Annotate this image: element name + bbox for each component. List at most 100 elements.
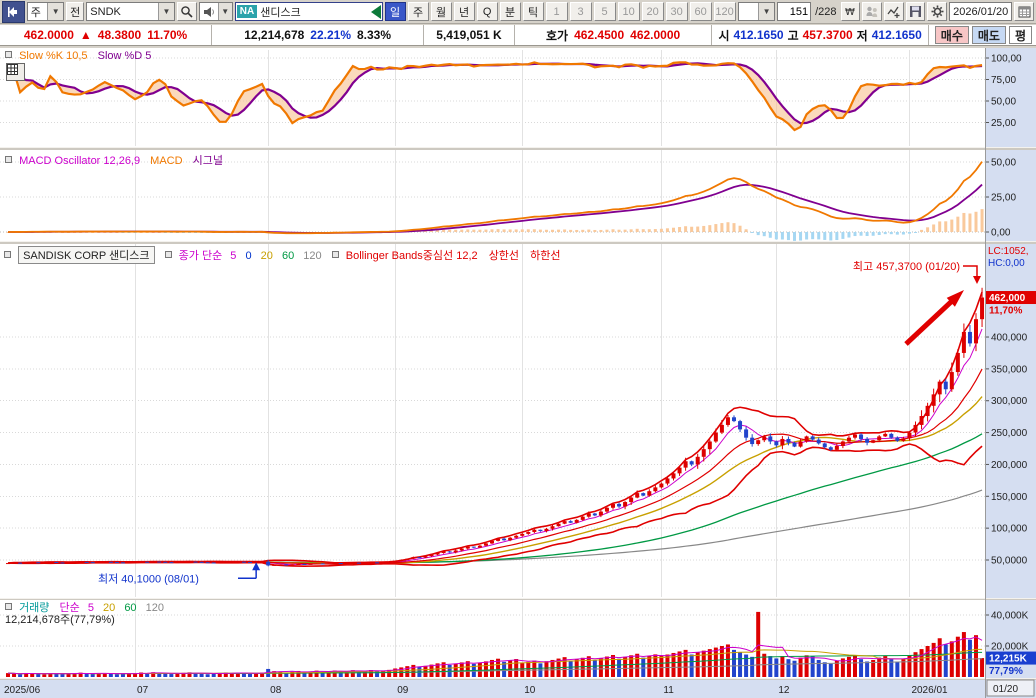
x-axis-month-label: 10 [524,685,536,696]
svg-text:100,000: 100,000 [991,524,1028,535]
period-tab-틱[interactable]: 틱 [522,2,544,21]
period-tab-Q[interactable]: Q [476,2,498,21]
hc-value: HC:0,00 [988,258,1025,269]
high-label: 고 [787,28,799,43]
calendar-icon [1018,6,1031,18]
svg-text:350,000: 350,000 [991,364,1028,375]
current-price-marker [986,291,1036,305]
date-field[interactable]: 2026/01/20 [949,2,1013,21]
save-icon [910,6,922,17]
symbol-value: SNDK [90,5,121,18]
interval-button-20[interactable]: 20 [641,2,664,21]
stock-name-expand-icon[interactable] [370,4,381,19]
ask-price: 462.4500 [574,28,625,42]
period-quick-value: 주 [30,6,41,19]
period-tab-월[interactable]: 월 [430,2,452,21]
period-tab-년[interactable]: 년 [453,2,475,21]
sell-button[interactable]: 매도 [971,26,1006,44]
svg-text:25,00: 25,00 [991,193,1016,204]
speaker-icon [203,6,214,17]
interval-button-3[interactable]: 3 [569,2,592,21]
price-change: 48.3800 [97,28,142,42]
svg-text:400,000: 400,000 [991,333,1028,344]
low-annotation: 최저 40,1000 (08/01) [98,572,199,585]
save-button[interactable] [905,2,926,21]
people-icon [866,6,878,17]
interval-button-60[interactable]: 60 [689,2,712,21]
stochastic-panel [7,61,983,132]
svg-text:250,000: 250,000 [991,428,1028,439]
open-label: 시 [718,28,730,43]
bar-total-label: /228 [815,5,837,18]
change-arrow-icon: ▲ [79,28,92,42]
chart-canvas[interactable]: 100,00 75,00 50,00 25,00 50,00 25,00 0,00 400,0… [0,48,1036,698]
avg-button[interactable]: 평 [1008,26,1033,44]
empty-combo[interactable]: ▼ [737,2,776,21]
period-tab-분[interactable]: 분 [499,2,521,21]
svg-text:77,79%: 77,79% [989,666,1023,677]
volume-value: 12,214,678 [244,28,305,42]
sound-combo[interactable]: ▼ [198,2,233,21]
interval-button-1[interactable]: 1 [545,2,568,21]
compare-stocks-button[interactable] [862,2,882,21]
svg-text:75,00: 75,00 [991,75,1016,86]
prev-stock-button[interactable]: 전 [66,2,85,21]
chevron-down-icon: ▼ [158,3,175,20]
chevron-down-icon: ▼ [217,3,232,20]
volume-panel [6,611,985,677]
exchange-badge: NA [236,5,258,18]
period-tab-일[interactable]: 일 [384,2,406,21]
hoga-label: 호가 [545,28,569,43]
stock-name-field[interactable]: NA 샌디스크 [234,2,383,21]
high-price: 457.3700 [802,28,853,42]
price-change-pct: 11.70% [147,28,188,42]
x-axis-last-date-cell [986,679,1035,697]
buy-button[interactable]: 매수 [934,26,969,44]
trendline-button[interactable] [883,2,904,21]
bar-position-input[interactable] [777,2,812,21]
chart-grid-button[interactable] [6,63,25,81]
interval-button-30[interactable]: 30 [665,2,688,21]
low-label: 저 [856,28,868,43]
svg-text:50,00: 50,00 [991,158,1016,169]
period-tab-주[interactable]: 주 [407,2,429,21]
grid-icon [7,64,18,75]
interval-button-5[interactable]: 5 [593,2,616,21]
calendar-button[interactable] [1014,2,1034,21]
svg-text:50,0000: 50,0000 [991,556,1028,567]
panel-toggle-button[interactable] [2,0,25,23]
period-quick-combo[interactable]: 주 ▼ [26,2,65,21]
interval-button-10[interactable]: 10 [617,2,640,21]
high-annotation: 최고 457,3700 (01/20) [853,260,960,273]
price-panel: 최저 40,1000 (08/01) 최고 457,3700 (01/20) [6,260,985,585]
interval-button-group: 1 3 5 10 20 30 60 120 [545,2,736,21]
interval-button-120[interactable]: 120 [713,2,736,21]
chart-area: 100,00 75,00 50,00 25,00 50,00 25,00 0,00 400,0… [0,48,1036,698]
search-button[interactable] [177,2,197,21]
svg-text:20,000K: 20,000K [991,642,1029,653]
settings-button[interactable] [927,2,948,21]
trade-amount: 5,419,051 K [436,28,502,42]
won-grid-icon: ₩ [845,7,855,18]
won-grid-button[interactable]: ₩ [840,2,861,21]
svg-text:11,70%: 11,70% [989,306,1022,317]
x-axis-month-label: 11 [663,685,674,696]
stock-name: 샌디스크 [260,6,301,19]
panel-toggle-icon [8,6,18,17]
last-price: 462.0000 [630,28,681,42]
open-price: 412.1650 [733,28,784,42]
svg-text:50,00: 50,00 [991,97,1016,108]
date-value: 2026/01/20 [953,5,1009,18]
svg-text:200,000: 200,000 [991,460,1028,471]
svg-text:100,00: 100,00 [991,54,1022,65]
x-axis-month-label: 07 [137,685,149,696]
svg-text:01/20: 01/20 [993,684,1018,695]
symbol-combo[interactable]: SNDK ▼ [86,2,176,21]
svg-text:25,00: 25,00 [991,118,1016,129]
x-axis-month-label: 09 [397,685,409,696]
x-axis-month-label: 2025/06 [4,685,41,696]
gear-icon [931,5,944,18]
